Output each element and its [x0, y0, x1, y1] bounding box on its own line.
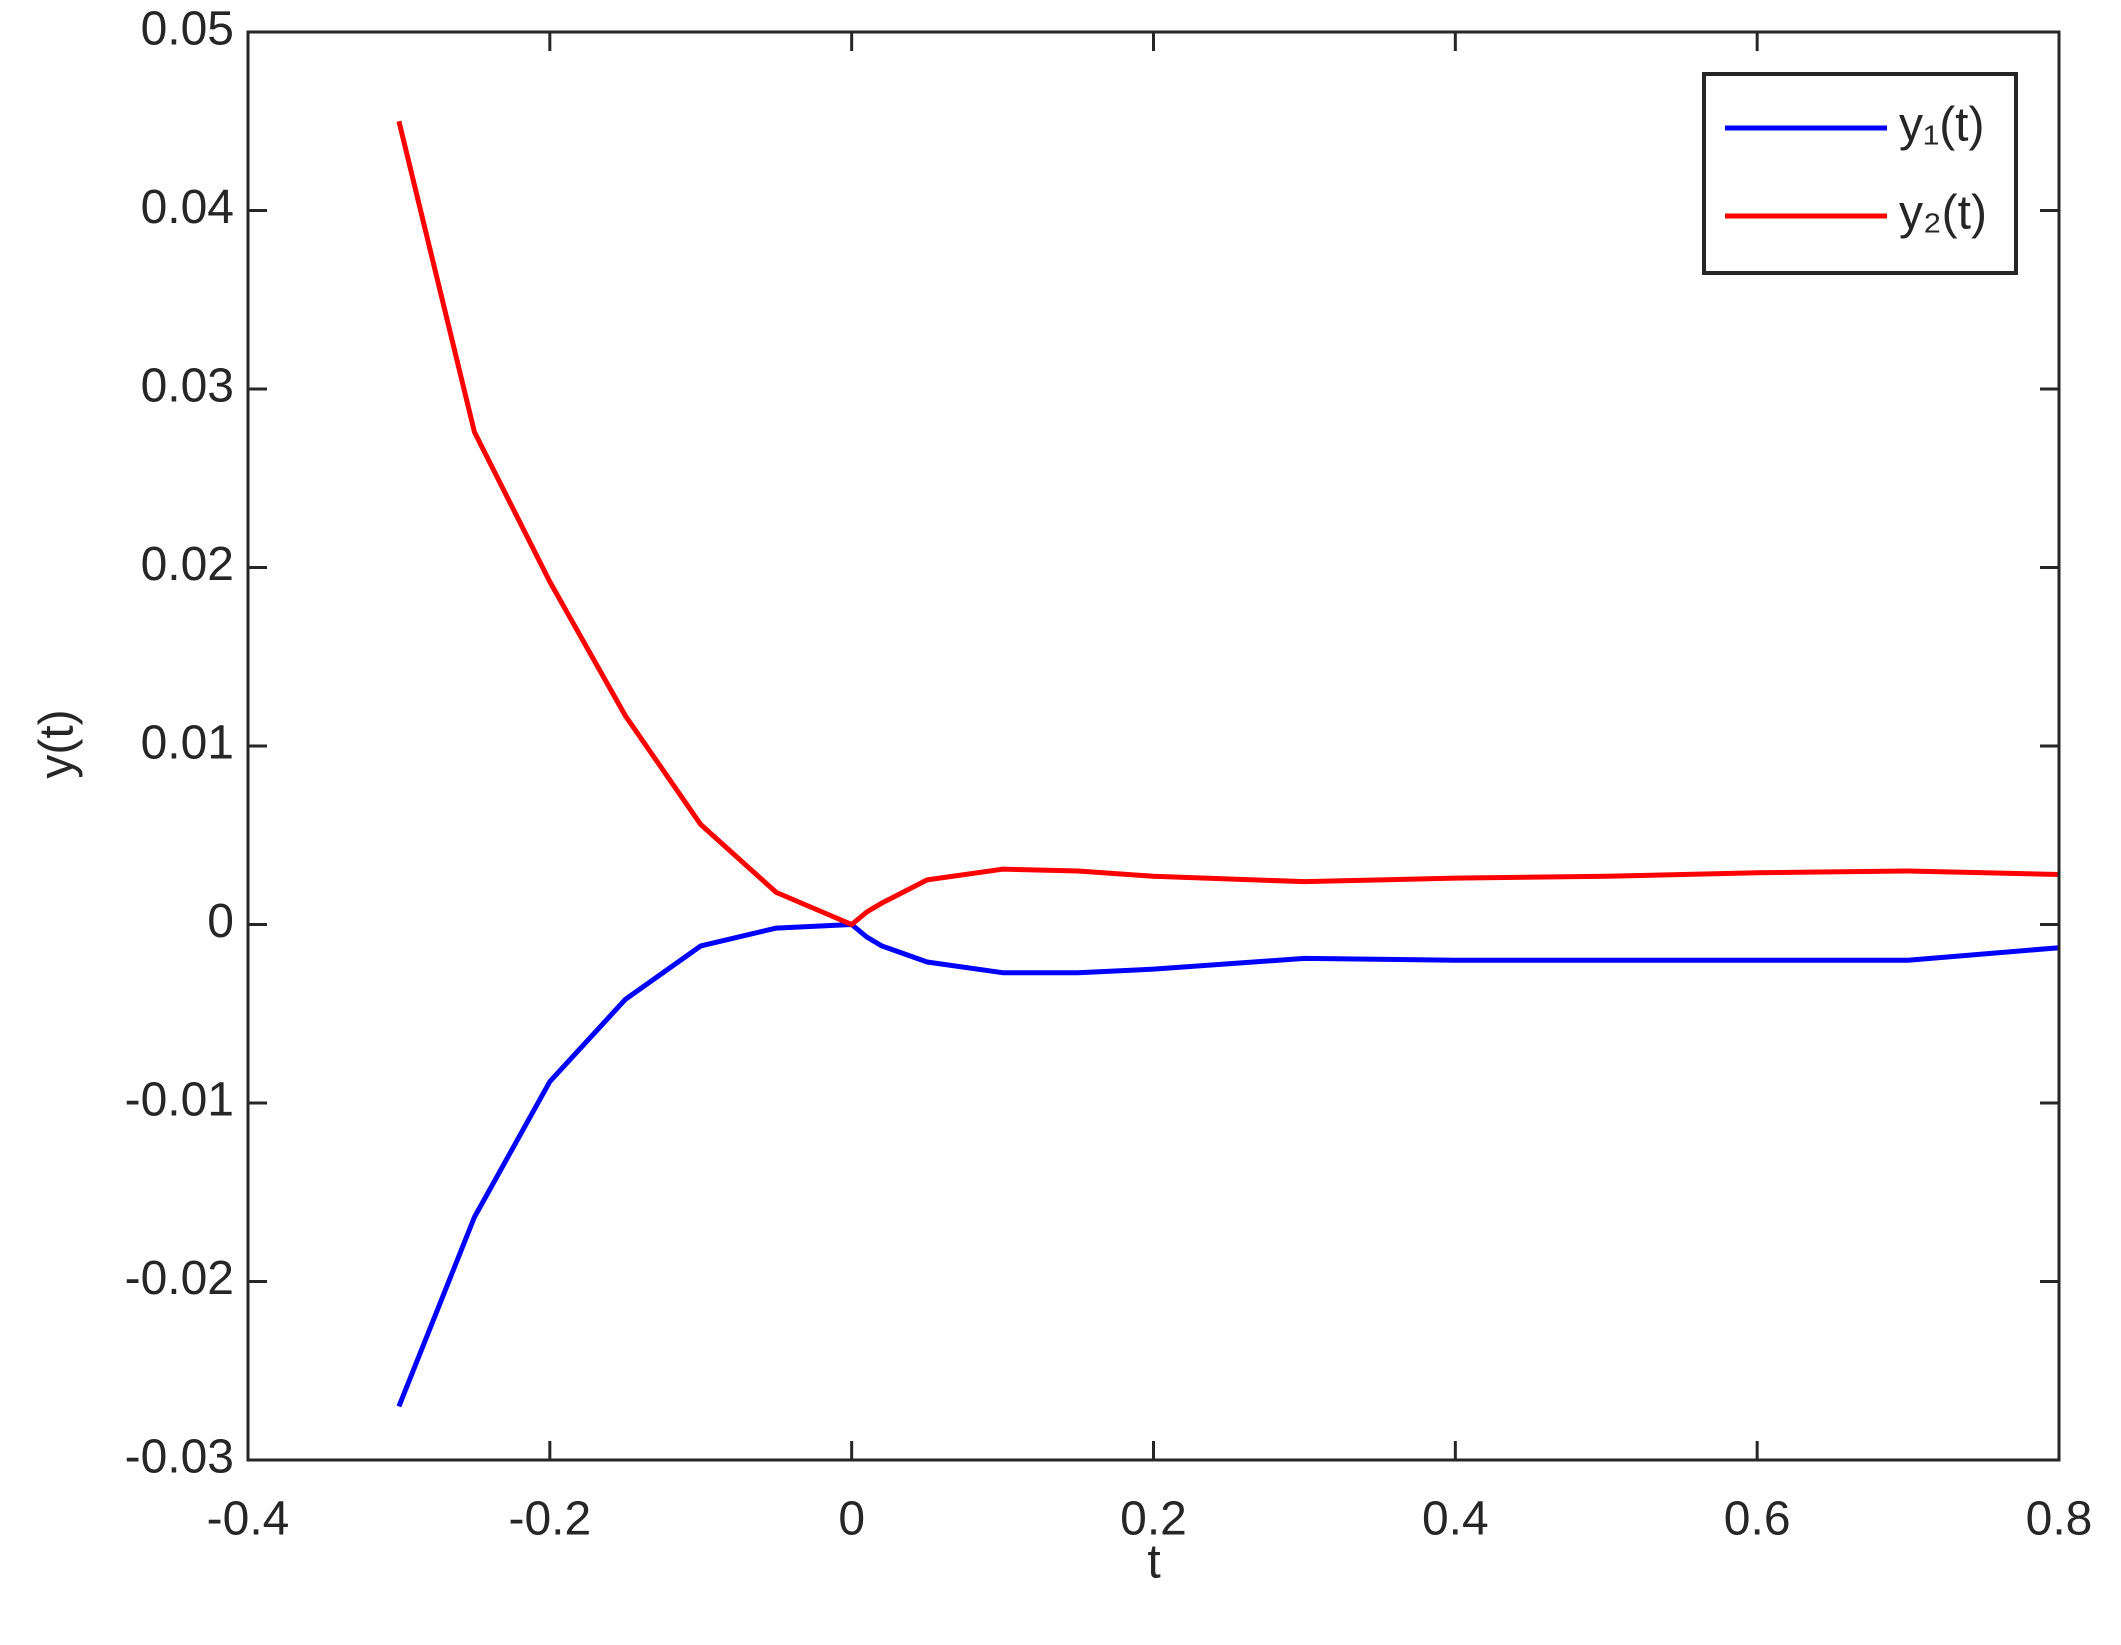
x-tick-label: 0.2 [1120, 1493, 1187, 1546]
y-tick-label: 0.03 [141, 360, 234, 413]
x-tick-label: -0.4 [207, 1493, 290, 1546]
legend-label: y₁(t) [1899, 99, 1985, 152]
y-tick-label: 0.04 [141, 181, 234, 234]
x-tick-label: -0.2 [508, 1493, 591, 1546]
y-tick-label: 0.02 [141, 538, 234, 591]
line-series [396, 120, 2060, 927]
y-tick-label: 0.01 [141, 717, 234, 770]
x-tick-label: 0.8 [2026, 1493, 2093, 1546]
y-tick-label: -0.01 [125, 1074, 234, 1127]
y-axis-label: y(t) [31, 709, 84, 778]
plot-frame [246, 30, 2061, 1462]
y-tick-label: 0 [207, 895, 234, 948]
x-tick-label: 0 [838, 1493, 865, 1546]
legend-box [1702, 72, 2018, 275]
y-tick-label: -0.02 [125, 1252, 234, 1305]
x-tick-label: 0.6 [1724, 1493, 1791, 1546]
y-tick-label: -0.03 [125, 1431, 234, 1484]
x-axis-label: t [1147, 1536, 1160, 1589]
x-tick-label: 0.4 [1422, 1493, 1489, 1546]
legend-label: y₂(t) [1899, 187, 1987, 240]
line-series [396, 922, 2060, 1408]
y-tick-label: 0.05 [141, 3, 234, 56]
